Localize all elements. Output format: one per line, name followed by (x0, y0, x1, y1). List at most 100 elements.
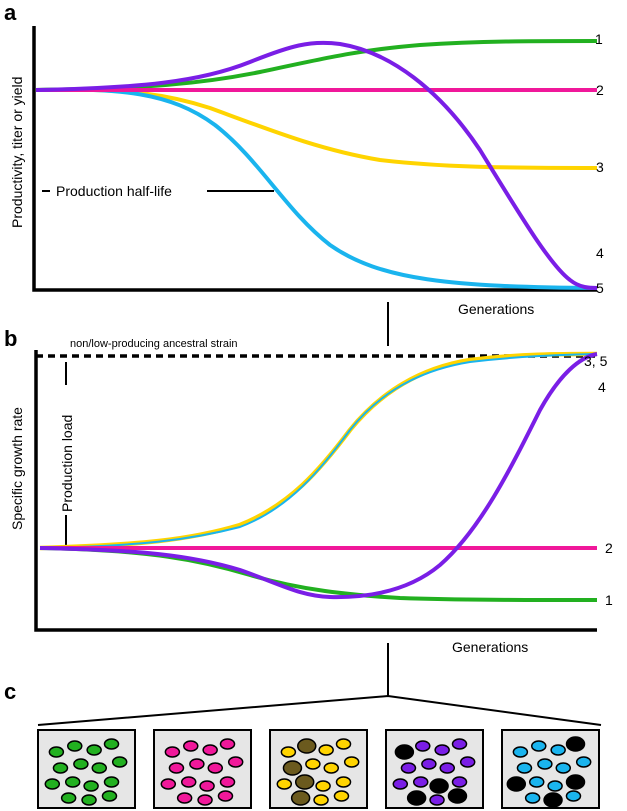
cell (227, 756, 244, 768)
panel-b-curve-4 (39, 352, 598, 600)
cell (168, 762, 185, 774)
cell (512, 746, 529, 758)
panel-b-xlabel: Generations (452, 639, 528, 655)
panel-b-curve-1 (39, 546, 598, 602)
cell (537, 758, 553, 770)
cell (434, 744, 450, 756)
panel-a-curve-label-4: 4 (596, 245, 604, 261)
cell (219, 776, 236, 788)
cell (189, 758, 205, 770)
cell (101, 790, 118, 802)
cell (111, 756, 128, 768)
cell (81, 794, 97, 806)
cell (164, 746, 181, 758)
panel-a-curve-label-5: 5 (596, 280, 604, 296)
production-load-label: Production load (59, 415, 75, 512)
cell (421, 758, 437, 770)
cell (297, 738, 317, 754)
cell (439, 762, 456, 774)
cell (506, 776, 527, 792)
cell (67, 740, 83, 752)
panel-b-curve-5 (39, 353, 598, 549)
production-load-label-bg (58, 385, 76, 515)
cell (459, 756, 476, 768)
cell (91, 762, 108, 774)
cell (335, 738, 352, 750)
cell (103, 738, 120, 750)
cell (565, 774, 586, 790)
panel-c-letter: c (4, 679, 16, 704)
ancestral-strain-label: non/low-producing ancestral strain (70, 338, 238, 350)
cell (73, 758, 89, 770)
panel-a-curve-label-3: 3 (596, 159, 604, 175)
cell (335, 776, 352, 788)
panel-b-curve-label-4: 4 (598, 379, 606, 395)
cell (48, 746, 65, 758)
panel-a-curve-label-1: 1 (595, 31, 603, 47)
panel-a-xlabel: Generations (458, 301, 534, 317)
cell (202, 744, 218, 756)
cell (313, 794, 329, 806)
cell (394, 744, 415, 760)
cell (64, 776, 81, 788)
cell (531, 740, 547, 752)
cell (86, 744, 102, 756)
cell (429, 778, 449, 794)
cell (323, 762, 340, 774)
cell (318, 744, 334, 756)
panel-a-curve-4 (35, 40, 598, 290)
cell (52, 762, 69, 774)
cell (565, 790, 582, 802)
cell (392, 778, 409, 790)
cell (543, 792, 563, 808)
cell (516, 762, 533, 774)
cell (199, 780, 215, 792)
cell (217, 790, 234, 802)
cell (550, 744, 566, 756)
cell (555, 762, 572, 774)
cell (197, 794, 213, 806)
panel-b-ylabel: Specific growth rate (9, 407, 25, 530)
cell (412, 776, 429, 788)
cell (343, 756, 360, 768)
cell (180, 776, 197, 788)
panel-a-curve-3 (35, 87, 598, 170)
cell (575, 756, 592, 768)
cell (219, 738, 236, 750)
cell (176, 792, 193, 804)
cell (280, 746, 297, 758)
cell (565, 736, 586, 752)
cell (429, 794, 445, 806)
cell (207, 762, 224, 774)
panel-a-letter: a (4, 0, 17, 25)
cell (183, 740, 199, 752)
panel-a-curve-5 (35, 87, 598, 290)
cell (83, 780, 99, 792)
panel-b-curve-3 (39, 351, 598, 551)
cell (103, 776, 120, 788)
panel-a-curve-1 (35, 39, 598, 92)
cell (333, 790, 350, 802)
panel-a-curve-label-2: 2 (596, 82, 604, 98)
cell (451, 776, 468, 788)
cell (44, 778, 61, 790)
cell (528, 776, 545, 788)
cell (315, 780, 331, 792)
cell (276, 778, 293, 790)
panel-b-curve-label-2: 2 (605, 540, 613, 556)
cell (415, 740, 431, 752)
half-life-label: Production half-life (56, 183, 172, 199)
cell (60, 792, 77, 804)
cell (290, 790, 311, 806)
panel-b-axes (34, 350, 597, 632)
cell (160, 778, 177, 790)
panel-b-curve-label-3-5: 3, 5 (584, 353, 608, 369)
panel-c-fan (37, 694, 602, 726)
cell (451, 738, 468, 750)
cell (524, 792, 541, 804)
panel-b-curve-label-1: 1 (605, 592, 613, 608)
cell (447, 788, 468, 804)
cell (294, 774, 315, 790)
